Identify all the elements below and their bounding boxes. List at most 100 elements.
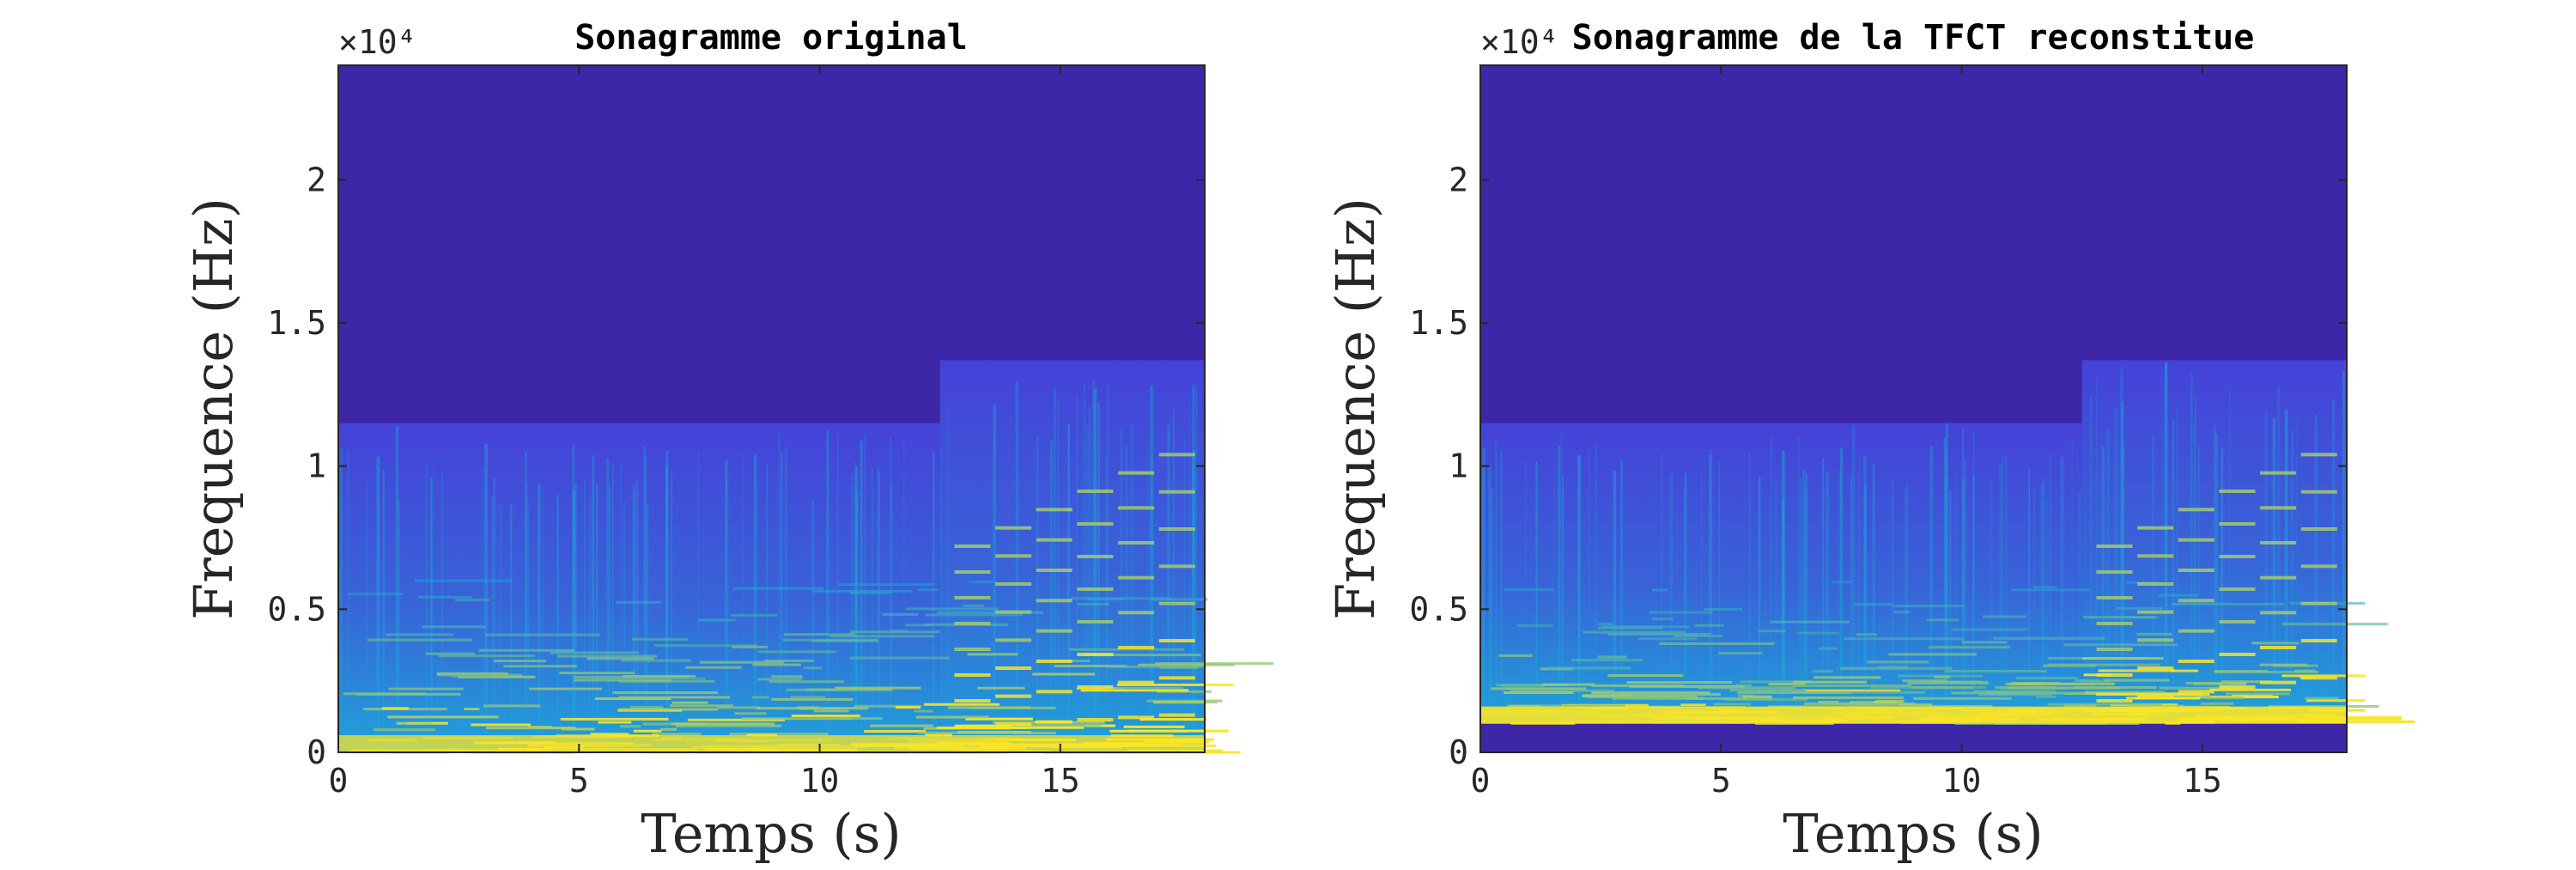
harmonic-line <box>1735 684 1752 687</box>
harmonic-line <box>2008 686 2120 690</box>
harmonic-line <box>1878 666 1909 669</box>
onset-streak <box>1802 470 1806 724</box>
harmonic-line <box>2096 545 2133 548</box>
onset-streak <box>854 483 856 752</box>
harmonic-line <box>2137 582 2174 586</box>
harmonic-line <box>2306 699 2366 703</box>
onset-streak <box>632 490 636 752</box>
harmonic-line <box>849 656 951 660</box>
onset-streak <box>509 504 513 752</box>
harmonic-line <box>2178 690 2215 694</box>
onset-streak <box>1840 447 1844 724</box>
onset-streak <box>1151 453 1153 752</box>
harmonic-line <box>616 600 662 604</box>
harmonic-line <box>388 687 464 691</box>
harmonic-line <box>1118 541 1155 545</box>
harmonic-line <box>995 694 1032 698</box>
harmonic-line <box>771 697 854 701</box>
onset-streak <box>1130 423 1134 752</box>
onset-streak <box>430 478 433 752</box>
onset-streak <box>572 489 576 752</box>
onset-streak <box>1709 453 1710 724</box>
harmonic-line <box>882 612 919 616</box>
x-axis-label: Temps (s) <box>641 802 901 865</box>
onset-streak <box>1525 460 1527 724</box>
heatmap-content-reconstructed <box>1480 360 2415 726</box>
harmonic-line <box>2219 685 2256 689</box>
harmonic-line <box>954 648 991 651</box>
harmonic-line <box>995 582 1032 586</box>
harmonic-line <box>1728 697 1807 701</box>
harmonic-line <box>870 724 933 727</box>
harmonic-line <box>971 706 1056 709</box>
harmonic-line <box>2096 596 2133 599</box>
harmonic-line <box>1973 690 2056 693</box>
heatmap-content-original <box>338 360 1274 754</box>
onset-streak <box>1088 406 1092 752</box>
harmonic-line <box>1740 680 1813 684</box>
harmonic-line <box>1813 670 1833 673</box>
harmonic-line <box>995 666 1032 670</box>
harmonic-line <box>1922 704 1993 708</box>
onset-streak <box>1972 476 1975 724</box>
harmonic-line <box>2281 674 2366 678</box>
harmonic-line <box>381 707 410 710</box>
harmonic-line <box>1506 704 1578 708</box>
onset-streak <box>382 470 385 752</box>
harmonic-line <box>731 613 778 617</box>
panel-reconstructed: Sonagramme de la TFCT reconstitue ×10⁴ 0… <box>1324 18 2415 865</box>
y-tick-label: 0.5 <box>1409 590 1468 628</box>
harmonic-line <box>2260 471 2297 475</box>
onset-streak <box>2221 447 2224 724</box>
harmonic-line <box>969 580 997 583</box>
onset-streak <box>2332 399 2336 724</box>
harmonic-line <box>2010 588 2090 592</box>
onset-streak <box>781 452 783 752</box>
harmonic-line <box>1118 646 1155 649</box>
onset-streak <box>2121 401 2124 724</box>
harmonic-line <box>1854 603 1893 606</box>
harmonic-line <box>1598 626 1663 630</box>
y-tick-label: 0 <box>1449 733 1468 771</box>
onset-streak <box>1015 380 1019 752</box>
harmonic-line <box>1158 713 1195 717</box>
onset-streak <box>2002 449 2004 724</box>
x-tick-label: 15 <box>1041 762 1080 800</box>
onset-streak <box>340 467 342 752</box>
harmonic-line <box>914 709 933 713</box>
harmonic-line <box>1077 620 1114 624</box>
onset-streak <box>2193 422 2196 724</box>
chart-title: Sonagramme original <box>574 18 968 58</box>
harmonic-line <box>2306 717 2403 721</box>
harmonic-line <box>971 726 1084 729</box>
harmonic-line <box>1077 587 1114 591</box>
spectrogram-band <box>338 423 435 752</box>
harmonic-line <box>1840 666 1953 670</box>
harmonic-line <box>741 717 853 721</box>
harmonic-line <box>1160 666 1200 669</box>
onset-streak <box>753 454 757 752</box>
harmonic-line <box>671 701 708 704</box>
onset-streak <box>1588 447 1590 724</box>
harmonic-line <box>438 654 536 658</box>
harmonic-line <box>1118 471 1155 475</box>
y-axis-label: Frequence (Hz) <box>182 198 245 620</box>
plot-frame <box>337 64 1206 753</box>
harmonic-line <box>1032 672 1095 676</box>
harmonic-line <box>954 673 991 677</box>
harmonic-line <box>995 554 1032 558</box>
onset-streak <box>665 450 669 752</box>
harmonic-line <box>954 699 991 703</box>
onset-streak <box>2215 433 2218 724</box>
plot-frame <box>1479 64 2348 753</box>
onset-streak <box>878 472 881 752</box>
onset-streak <box>1945 423 1948 724</box>
harmonic-line <box>937 611 1044 614</box>
harmonic-line <box>1649 611 1713 614</box>
harmonic-line <box>954 596 991 599</box>
onset-streak <box>946 409 950 752</box>
harmonic-line <box>561 727 595 731</box>
harmonic-line <box>586 657 654 660</box>
harmonic-line <box>417 595 472 599</box>
harmonic-line <box>464 708 480 711</box>
